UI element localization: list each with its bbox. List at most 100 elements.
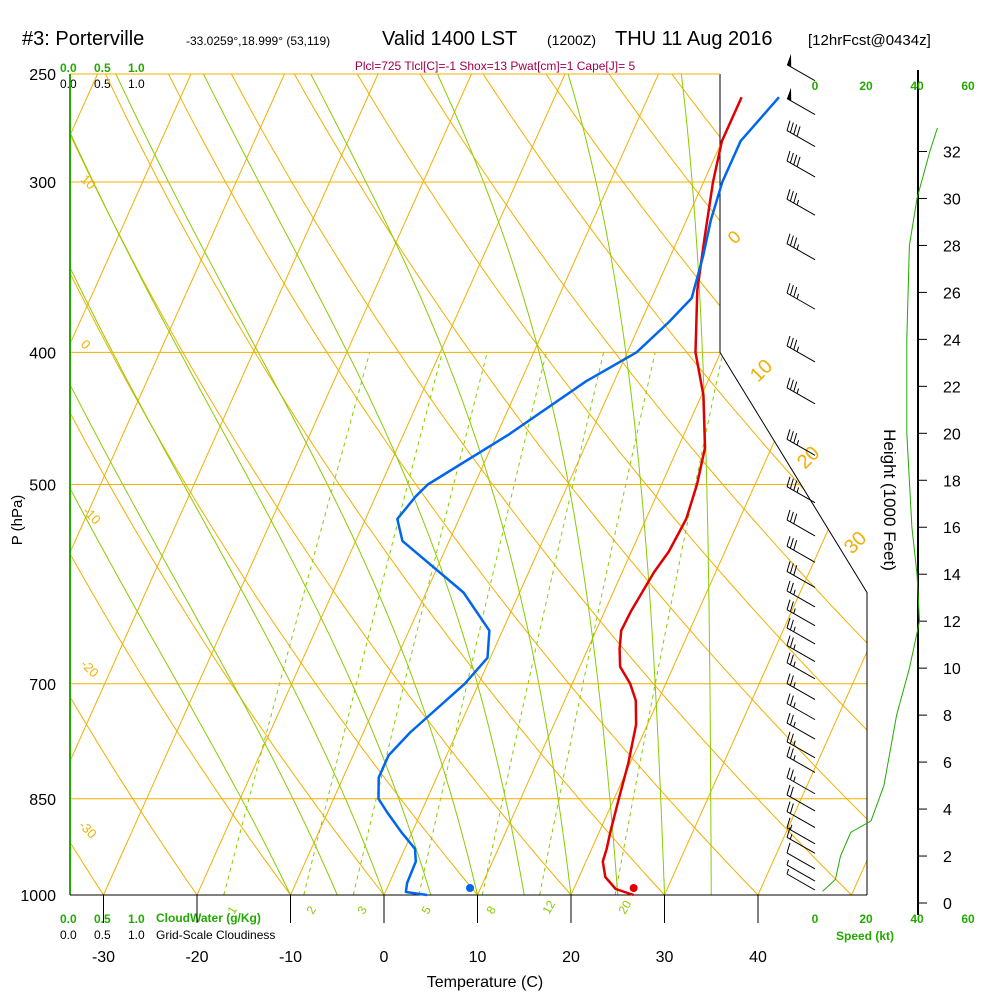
plot-boundary bbox=[719, 74, 868, 895]
wind-barb-flag bbox=[786, 536, 791, 547]
wind-barb bbox=[786, 198, 816, 216]
moist-adiabat-line bbox=[680, 74, 712, 895]
cloudiness-top-1: 0.5 bbox=[94, 77, 111, 91]
wind-barb bbox=[786, 160, 816, 178]
height-tick-label: 2 bbox=[943, 849, 952, 866]
wind-barb-flag bbox=[786, 673, 791, 684]
wind-barb-flag bbox=[789, 714, 794, 726]
cloudwater-top-2: 1.0 bbox=[128, 61, 145, 75]
wind-barb-half-flag bbox=[796, 388, 800, 394]
wind-barb bbox=[786, 243, 816, 261]
cloudiness-bottom-0: 0.0 bbox=[60, 928, 77, 942]
wind-barb-flag bbox=[793, 565, 798, 576]
wind-barb bbox=[786, 811, 816, 829]
wind-barb bbox=[786, 683, 816, 700]
wind-barb-flag bbox=[789, 563, 794, 574]
height-tick-label: 30 bbox=[943, 191, 961, 208]
dry-adiabat-line bbox=[419, 74, 867, 644]
wind-barb bbox=[786, 64, 816, 82]
speed-tick-label-bottom: 40 bbox=[910, 912, 924, 926]
pressure-tick-label: 700 bbox=[29, 677, 56, 694]
height-tick-label: 16 bbox=[943, 520, 961, 537]
wind-barb-flag bbox=[793, 513, 798, 524]
wind-barb bbox=[786, 571, 816, 588]
wind-barb-flag bbox=[786, 509, 791, 521]
height-tick-label: 6 bbox=[943, 755, 952, 772]
mixing-ratio-label: 3 bbox=[354, 903, 370, 916]
wind-barb-half-flag bbox=[796, 199, 800, 206]
wind-barb-flag bbox=[789, 538, 794, 549]
wind-barb bbox=[786, 722, 816, 740]
isotherm-line bbox=[757, 650, 867, 895]
cloudwater-top-0: 0.0 bbox=[60, 61, 77, 75]
mixing-ratio-label: 20 bbox=[615, 898, 634, 917]
cloudwater-title: CloudWater (g/Kg) bbox=[156, 911, 261, 925]
cloudwater-bottom-2: 1.0 bbox=[128, 912, 145, 926]
mixing-ratio-line bbox=[223, 352, 371, 895]
temperature-tick-label: 40 bbox=[749, 949, 767, 966]
cloudiness-bottom-2: 1.0 bbox=[128, 928, 145, 942]
dry-adiabat-line bbox=[293, 74, 867, 820]
wind-barb-flag bbox=[793, 192, 798, 204]
surface-temperature-marker bbox=[629, 884, 638, 892]
mixing-ratio-line bbox=[539, 352, 656, 895]
wind-barb bbox=[786, 703, 816, 721]
wind-barb-flag bbox=[793, 339, 798, 350]
height-tick-label: 10 bbox=[943, 661, 961, 678]
wind-barb bbox=[786, 741, 816, 759]
mixing-ratio-line bbox=[481, 352, 605, 895]
y-axis-title: P (hPa) bbox=[9, 495, 26, 546]
wind-barb-flag bbox=[796, 126, 801, 137]
wind-barb-flag bbox=[789, 284, 794, 296]
cloud-scale-top: 0.0 0.5 1.0 0.0 0.5 1.0 bbox=[60, 61, 145, 91]
height-tick-label: 22 bbox=[943, 379, 961, 396]
wind-barb-flag bbox=[789, 619, 794, 630]
isotherm-line bbox=[851, 859, 867, 895]
cloud-scale-bottom: 0.0 0.5 1.0 CloudWater (g/Kg) 0.0 0.5 1.… bbox=[60, 911, 894, 943]
moist-adiabat-line bbox=[567, 74, 665, 895]
wind-barb-flag bbox=[786, 801, 791, 812]
wind-barb-flag bbox=[786, 617, 791, 629]
isotherm-line bbox=[0, 74, 4, 895]
wind-barb-flag bbox=[789, 733, 794, 744]
wind-barb-half-flag bbox=[796, 293, 800, 300]
mixing-ratio-line bbox=[614, 352, 724, 895]
wind-barb-flag bbox=[786, 120, 791, 131]
wind-barb bbox=[786, 130, 816, 148]
wind-barb-flag bbox=[796, 156, 801, 167]
wind-barbs bbox=[786, 53, 816, 891]
height-tick-label: 12 bbox=[943, 614, 961, 631]
wind-barb-half-flag bbox=[789, 824, 793, 830]
dry-adiabat-line bbox=[356, 74, 867, 731]
wind-barb-half-flag bbox=[796, 346, 800, 352]
upper-right-mask bbox=[720, 74, 868, 593]
wind-barb bbox=[786, 836, 816, 854]
dry-adiabat-line bbox=[70, 695, 198, 895]
wind-barb-flag bbox=[786, 429, 791, 440]
speed-tick-label-bottom: 20 bbox=[859, 912, 873, 926]
temperature-profile-line bbox=[601, 96, 743, 897]
cloudiness-title: Grid-Scale Cloudiness bbox=[156, 928, 275, 942]
wind-barb bbox=[786, 609, 816, 627]
wind-barb-flag bbox=[786, 693, 791, 704]
wind-barb bbox=[786, 292, 816, 310]
wind-barb-flag bbox=[786, 712, 791, 724]
speed-tick-label-top: 20 bbox=[859, 79, 873, 93]
moist-adiabat-line bbox=[203, 74, 525, 895]
station-title: #3: Porterville bbox=[22, 28, 144, 50]
wind-barb-half-flag bbox=[793, 661, 796, 667]
height-tick-label: 14 bbox=[943, 567, 961, 584]
wind-barb-flag bbox=[793, 381, 798, 392]
mixing-ratio-label: 8 bbox=[483, 903, 499, 916]
wind-barb-half-flag bbox=[793, 740, 796, 746]
wind-barb bbox=[786, 627, 816, 645]
temperature-tick-label: -10 bbox=[279, 949, 302, 966]
height-tick-label: 20 bbox=[943, 426, 961, 443]
wind-barb-flag bbox=[793, 237, 798, 248]
wind-barb-flag bbox=[789, 748, 794, 759]
moist-adiabat-line bbox=[70, 266, 385, 895]
speed-tick-label-top: 40 bbox=[910, 79, 924, 93]
wind-barb-flag bbox=[786, 842, 791, 854]
